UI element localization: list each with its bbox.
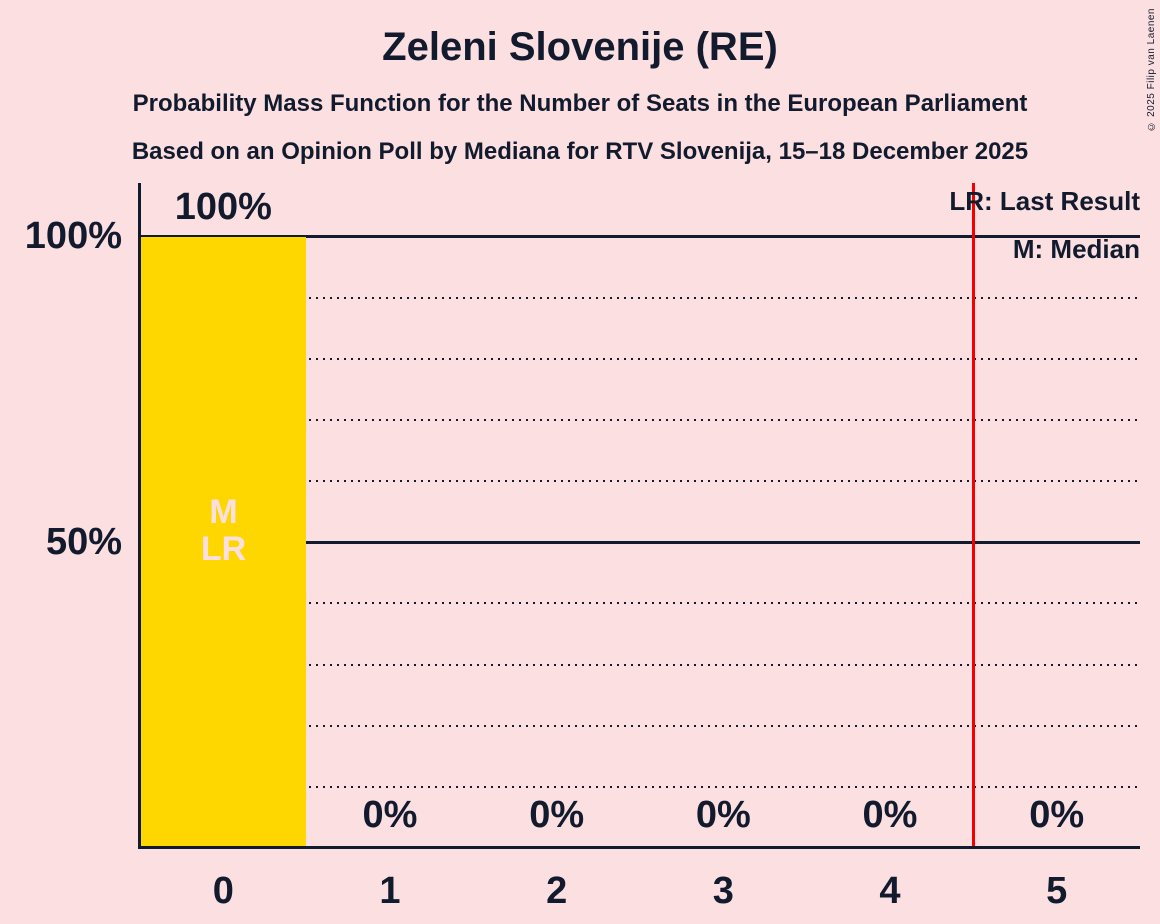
gridline-dotted-90pct bbox=[141, 296, 1140, 299]
legend-last-result: LR: Last Result bbox=[949, 186, 1140, 216]
gridline-dotted-70pct bbox=[141, 418, 1140, 421]
bar-value-label-3: 0% bbox=[695, 794, 751, 836]
x-axis-tick-label-1: 1 bbox=[379, 870, 401, 912]
x-axis-tick-label-0: 0 bbox=[212, 870, 234, 912]
y-axis-tick-50: 50% bbox=[45, 521, 122, 563]
bar-value-label-4: 0% bbox=[862, 794, 918, 836]
last-result-marker-label: LR bbox=[200, 530, 247, 568]
gridline-solid-100pct bbox=[141, 235, 1140, 238]
x-axis-tick-label-2: 2 bbox=[546, 870, 568, 912]
gridline-dotted-10pct bbox=[141, 785, 1140, 788]
majority-threshold-line bbox=[971, 183, 975, 848]
x-axis-tick-label-3: 3 bbox=[712, 870, 734, 912]
chart-title: Zeleni Slovenije (RE) bbox=[382, 25, 778, 69]
gridline-dotted-40pct bbox=[141, 602, 1140, 605]
x-axis-tick-label-4: 4 bbox=[879, 870, 901, 912]
bar-value-label-1: 0% bbox=[362, 794, 418, 836]
chart-subtitle-line1: Probability Mass Function for the Number… bbox=[132, 90, 1028, 117]
x-axis-line bbox=[138, 846, 1140, 849]
gridline-dotted-30pct bbox=[141, 663, 1140, 666]
chart-subtitle-line2: Based on an Opinion Poll by Mediana for … bbox=[131, 138, 1029, 165]
copyright-notice: © 2025 Filip van Laenen bbox=[1146, 8, 1157, 132]
gridline-dotted-20pct bbox=[141, 724, 1140, 727]
gridline-solid-50pct bbox=[141, 540, 1140, 544]
bar-value-label-0: 100% bbox=[174, 185, 272, 228]
median-marker-label: M bbox=[209, 493, 238, 531]
legend-median: M: Median bbox=[1012, 234, 1140, 264]
x-axis-tick-label-5: 5 bbox=[1046, 870, 1068, 912]
gridline-dotted-60pct bbox=[141, 480, 1140, 483]
bar-value-label-5: 0% bbox=[1029, 794, 1085, 836]
y-axis-tick-100: 100% bbox=[24, 215, 122, 257]
bar-value-label-2: 0% bbox=[529, 794, 585, 836]
y-axis-line bbox=[138, 183, 141, 849]
gridline-dotted-80pct bbox=[141, 357, 1140, 360]
pmf-bar-0 bbox=[141, 236, 306, 848]
